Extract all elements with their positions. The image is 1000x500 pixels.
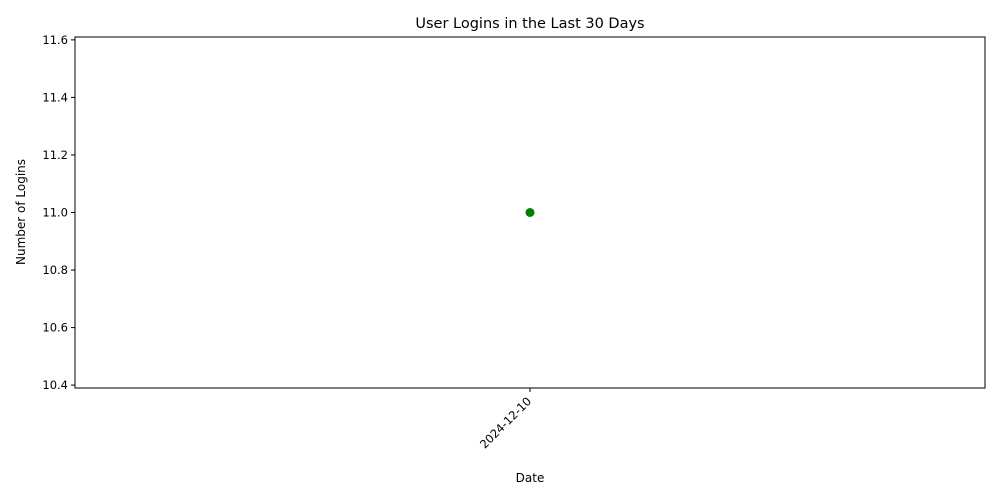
y-axis-label: Number of Logins <box>14 159 28 265</box>
x-tick-label: 2024-12-10 <box>477 394 534 451</box>
y-tick-label: 10.6 <box>42 321 68 335</box>
y-tick-label: 11.4 <box>42 90 68 104</box>
y-tick-label: 11.0 <box>42 206 68 220</box>
x-axis-label: Date <box>516 471 545 485</box>
y-tick-label: 10.4 <box>42 378 68 392</box>
series-layer <box>525 208 535 217</box>
y-tick-label: 10.8 <box>42 263 68 277</box>
y-axis: 10.4 10.6 10.8 11.0 11.2 11.4 11.6 <box>42 33 75 392</box>
y-tick-label: 11.6 <box>42 33 68 47</box>
y-tick-label: 11.2 <box>42 148 68 162</box>
data-point <box>525 208 535 217</box>
x-axis: 2024-12-10 <box>477 388 534 451</box>
chart-title: User Logins in the Last 30 Days <box>415 16 644 32</box>
